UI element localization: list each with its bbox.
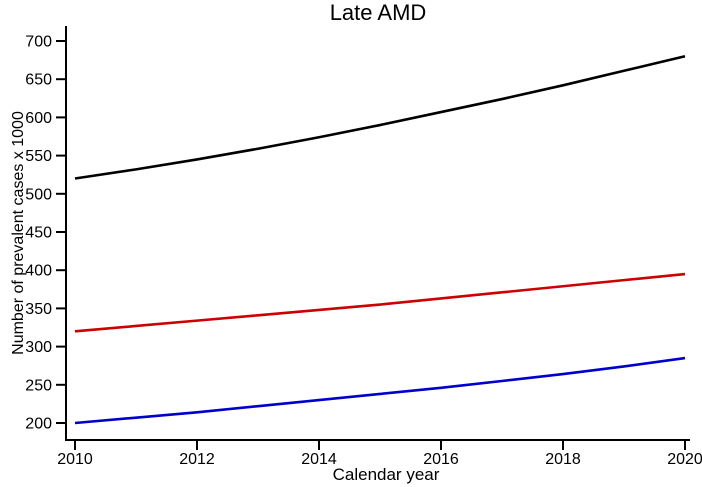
series-blue-line [74,356,686,425]
y-tick-label: 350 [25,301,52,318]
y-tick-label: 250 [25,377,52,394]
y-tick-label: 200 [25,416,52,433]
series-black-line [74,55,686,180]
x-tick-label: 2014 [301,451,337,468]
y-tick-label: 700 [25,34,52,51]
y-tick-label: 600 [25,110,52,127]
y-tick-label: 300 [25,339,52,356]
y-axis-label: Number of prevalent cases x 1000 [10,111,27,355]
x-axis-label: Calendar year [332,465,440,484]
x-tick-label: 2010 [57,451,93,468]
x-tick-label: 2018 [545,451,581,468]
y-tick-label: 450 [25,225,52,242]
x-tick-label: 2020 [667,451,702,468]
y-tick-label: 400 [25,263,52,280]
y-tick-label: 650 [25,72,52,89]
y-tick-label: 550 [25,148,52,165]
x-tick-label: 2012 [179,451,215,468]
series-red-line [74,272,686,333]
x-tick-label: 2016 [423,451,459,468]
y-tick-label: 500 [25,186,52,203]
chart-title: Late AMD [329,0,427,25]
